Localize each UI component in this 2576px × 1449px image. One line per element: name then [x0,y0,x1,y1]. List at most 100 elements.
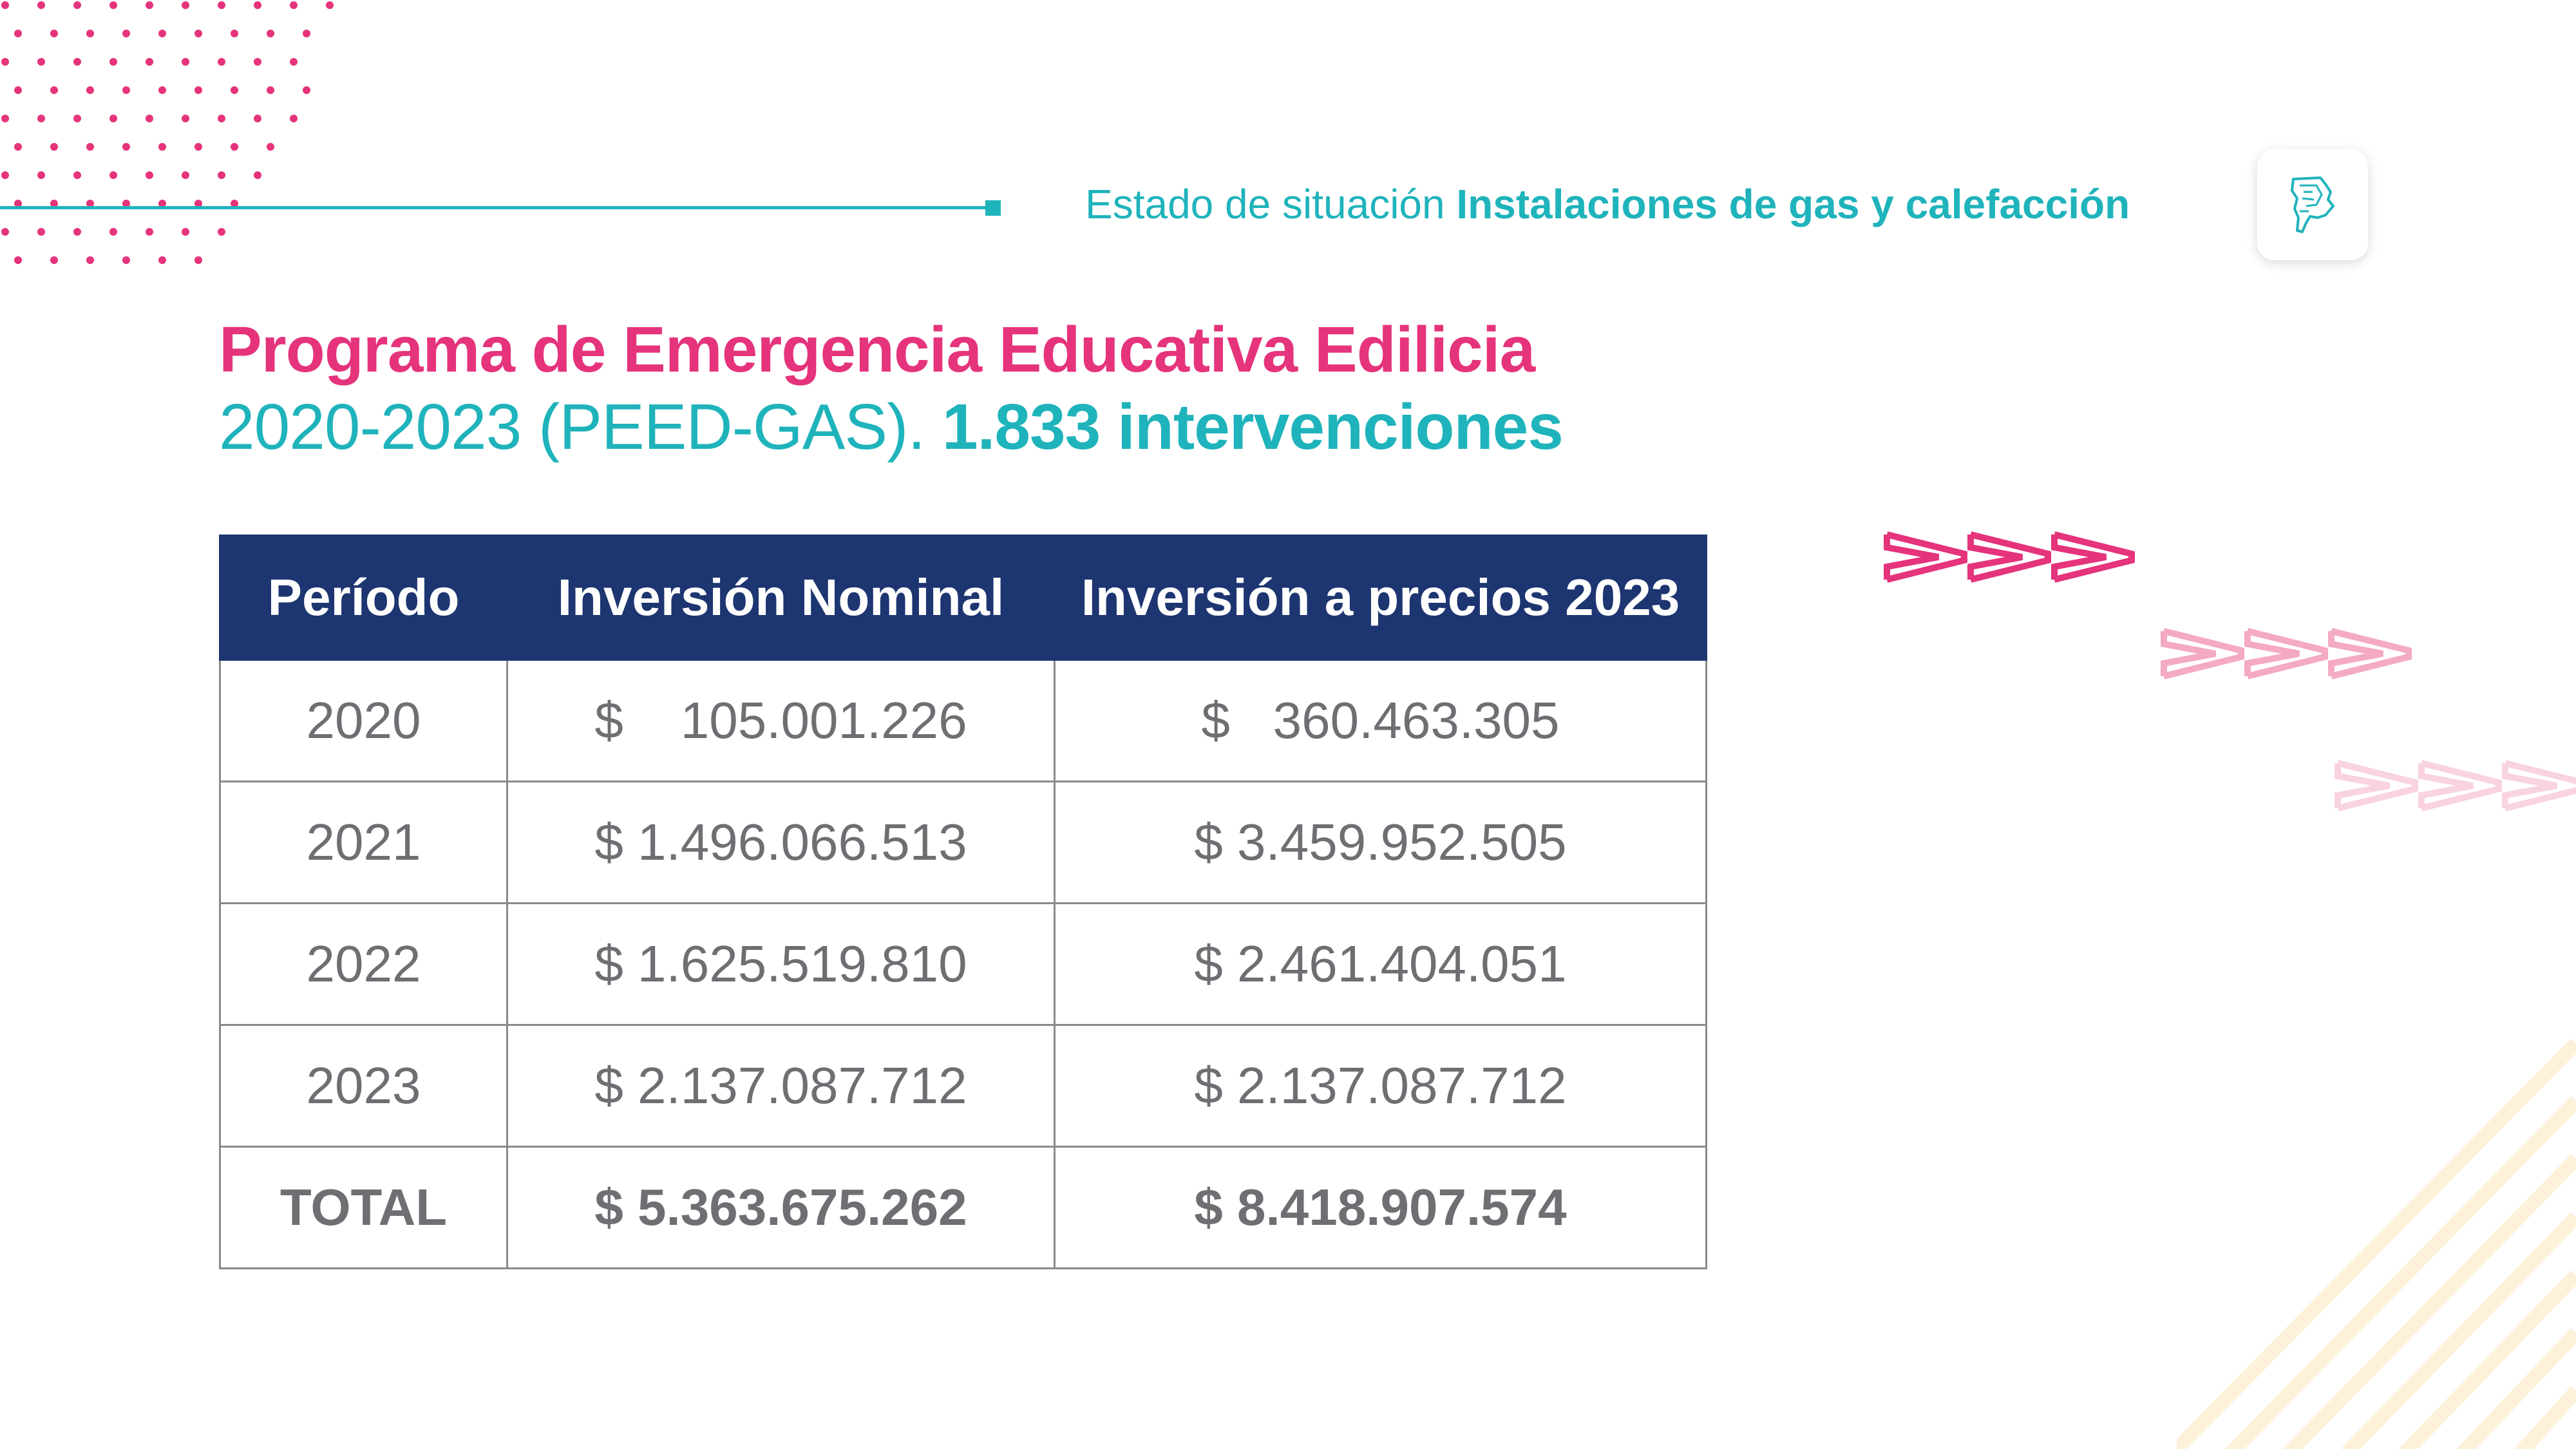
table-row: 2021 $ 1.496.066.513 $ 3.459.952.505 [219,781,1707,904]
dot [290,58,298,66]
dot [50,86,58,94]
dot [1,115,9,122]
subtitle-interventions: 1.833 intervenciones [942,391,1564,463]
prices-2023-cell: $ 360.463.305 [1054,659,1707,782]
dot [109,58,117,66]
dot [303,30,310,37]
dot [109,115,117,122]
dot [290,115,298,122]
nominal-cell: $ 1.625.519.810 [506,902,1056,1026]
dot [182,228,189,236]
period-cell: 2022 [219,902,508,1026]
table-row: 2022 $ 1.625.519.810 $ 2.461.404.051 [219,902,1707,1026]
chevron-icon [2161,628,2244,679]
nominal-cell: $ 1.496.066.513 [506,781,1056,904]
dot [50,143,58,151]
dot [14,30,22,37]
dot [122,256,130,264]
dot [146,171,153,179]
dot [50,200,58,207]
dot [37,115,45,122]
dot [122,143,130,151]
dot [267,30,274,37]
dot [231,86,238,94]
chevron-group-2 [2161,628,2412,679]
dot [254,115,261,122]
chevron-icon [2418,760,2502,811]
chevron-group-3 [2334,760,2576,811]
dot [73,171,81,179]
dot [158,143,166,151]
chevron-icon [2502,760,2576,811]
prices-2023-cell: $ 2.137.087.712 [1054,1024,1707,1148]
dot [267,86,274,94]
chevron-icon [1967,531,2051,583]
dot [218,228,225,236]
dot [1,171,9,179]
nominal-cell: $ 105.001.226 [506,659,1056,782]
dot [37,1,45,9]
dot [182,58,189,66]
dot [86,86,94,94]
prices-2023-cell: $ 3.459.952.505 [1054,781,1707,904]
dot [50,30,58,37]
dot [254,1,261,9]
dot [218,58,225,66]
total-prices-2023: $ 8.418.907.574 [1054,1146,1707,1269]
logo [2257,149,2368,260]
dot [146,1,153,9]
dot [73,115,81,122]
caption-bold: Instalaciones de gas y calefacción [1456,181,2130,227]
dot [86,30,94,37]
dot [231,143,238,151]
dot [122,200,130,207]
dot [182,1,189,9]
dot [122,30,130,37]
dot [73,228,81,236]
dot [194,143,202,151]
total-label: TOTAL [219,1146,508,1269]
dot-pattern-decoration [1,1,334,264]
dot [158,30,166,37]
chevron-icon [2244,628,2328,679]
section-caption: Estado de situación Instalaciones de gas… [1085,180,2130,228]
stripes-decoration [2177,1038,2576,1449]
dot [109,228,117,236]
dot [231,200,238,207]
dot [73,1,81,9]
chevron-icon [2328,628,2412,679]
total-nominal: $ 5.363.675.262 [506,1146,1056,1269]
dot [37,58,45,66]
dot [1,58,9,66]
dot [146,115,153,122]
subtitle-period: 2020-2023 (PEED-GAS). [219,391,925,463]
header-prices-2023: Inversión a precios 2023 [1054,535,1707,661]
chevron-decoration [1884,531,2576,811]
dot [14,143,22,151]
period-cell: 2020 [219,659,508,782]
dot [37,228,45,236]
investment-table: Período Inversión Nominal Inversión a pr… [219,535,1707,1269]
dot [109,171,117,179]
table-row: 2020 $ 105.001.226 $ 360.463.305 [219,659,1707,782]
dot [73,58,81,66]
dot [290,1,298,9]
dot [182,171,189,179]
dot [182,115,189,122]
dot [218,171,225,179]
header-nominal: Inversión Nominal [506,535,1056,661]
dot [194,86,202,94]
dot [86,256,94,264]
dot [50,256,58,264]
dot [109,1,117,9]
period-cell: 2023 [219,1024,508,1148]
dot [86,200,94,207]
table-header-row: Período Inversión Nominal Inversión a pr… [219,535,1707,661]
dot [231,30,238,37]
chevron-icon [2334,760,2418,811]
total-row: TOTAL $ 5.363.675.262 $ 8.418.907.574 [219,1146,1707,1269]
chevron-group-1 [1884,531,2135,583]
caption-regular: Estado de situación [1085,181,1445,227]
dot [122,86,130,94]
dot [158,200,166,207]
